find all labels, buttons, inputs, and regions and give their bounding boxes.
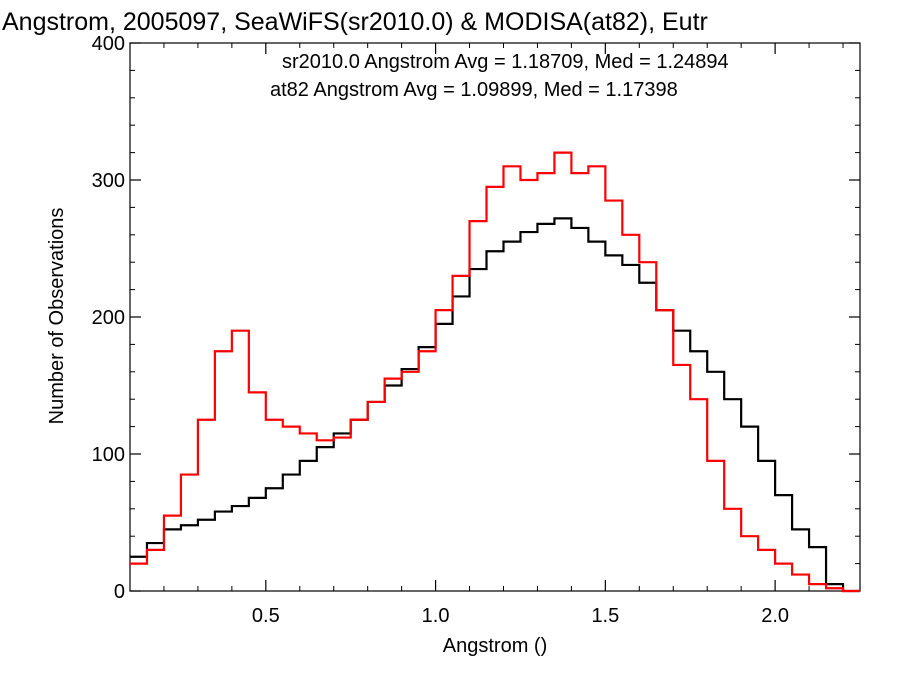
x-tick-label: 1.0 <box>422 605 450 627</box>
series-line-red <box>130 151 860 593</box>
plot-frame <box>129 42 861 592</box>
plot-area: 0 100 200 300 400 0.5 1.0 1.5 2.0 <box>92 33 861 627</box>
y-tick-label: 300 <box>92 170 125 192</box>
x-axis-label: Angstrom () <box>443 635 547 657</box>
y-tick-label: 100 <box>92 444 125 466</box>
x-tick-label: 1.5 <box>591 605 619 627</box>
series-line-black <box>130 217 860 593</box>
y-tick-label: 400 <box>92 33 125 55</box>
stats-annotation-red: at82 Angstrom Avg = 1.09899, Med = 1.173… <box>270 79 678 101</box>
x-tick-label: 0.5 <box>252 605 280 627</box>
y-axis-label: Number of Observations <box>46 208 68 425</box>
x-tick-label: 2.0 <box>761 605 789 627</box>
chart-title: Angstrom, 2005097, SeaWiFS(sr2010.0) & M… <box>2 8 708 36</box>
y-tick-label: 200 <box>92 307 125 329</box>
stats-annotation-black: sr2010.0 Angstrom Avg = 1.18709, Med = 1… <box>282 51 729 73</box>
y-tick-label: 0 <box>114 581 125 603</box>
